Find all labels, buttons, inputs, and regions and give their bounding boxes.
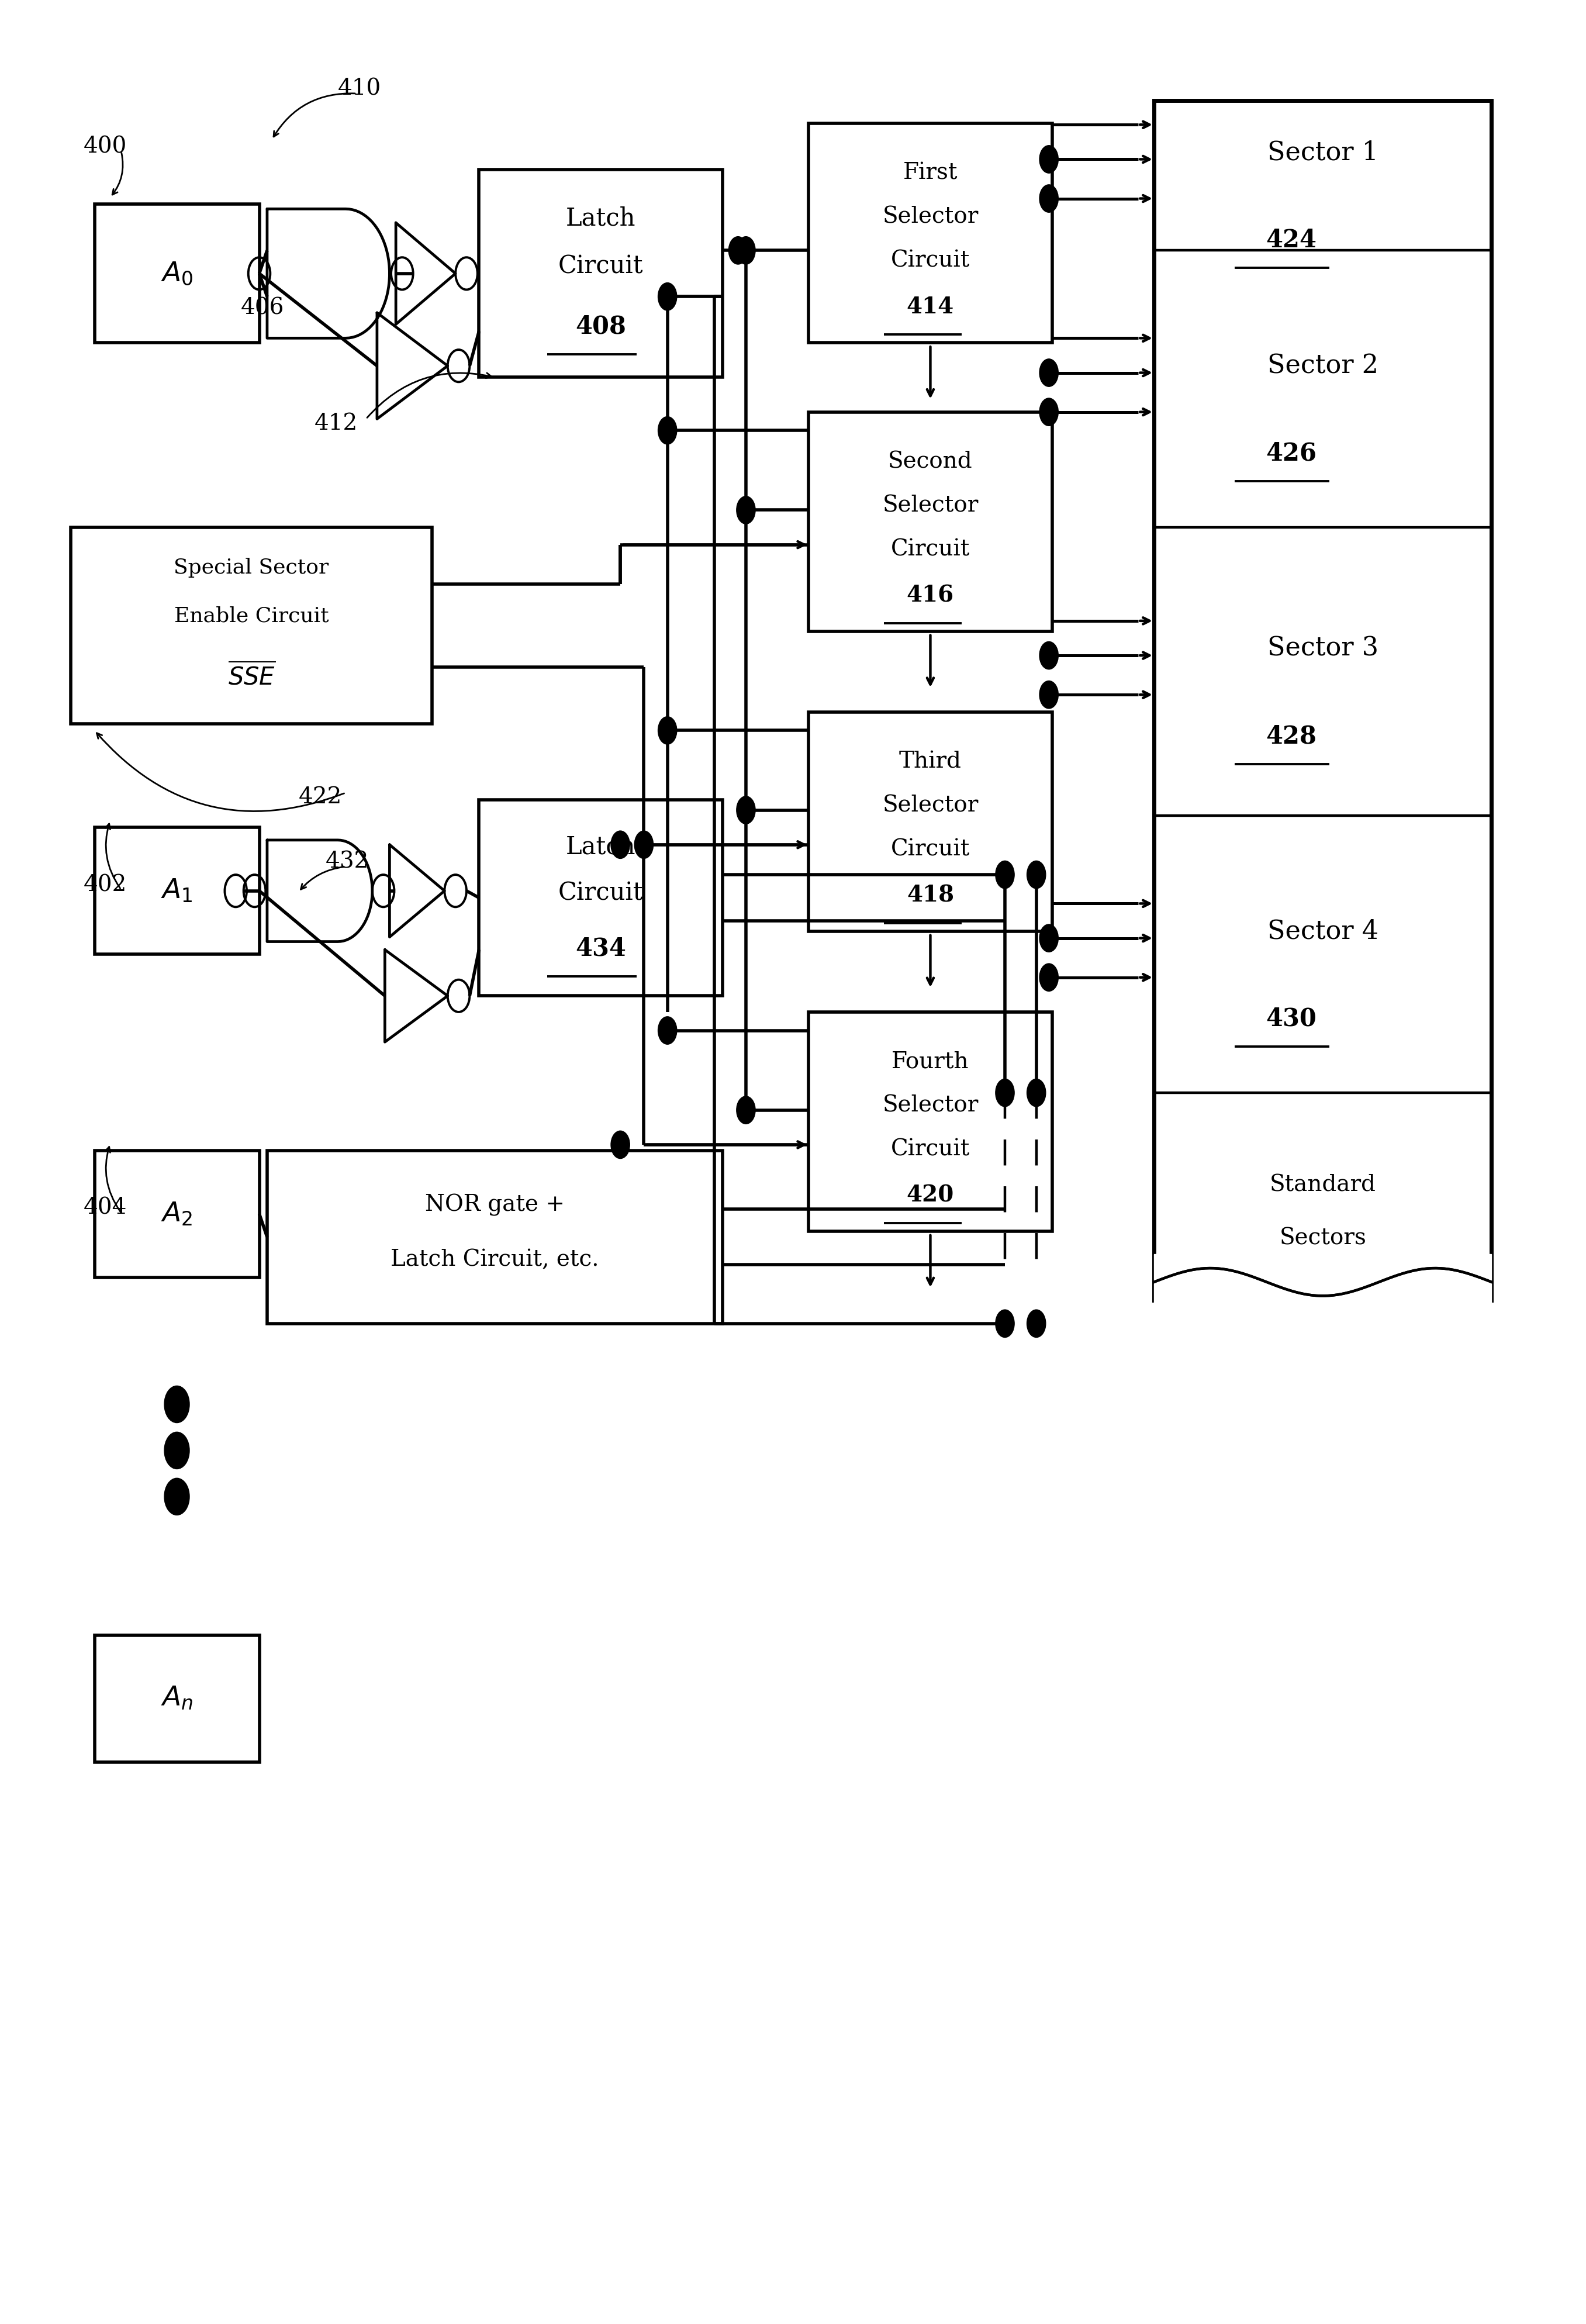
Text: Sector 2: Sector 2 [1267, 353, 1378, 379]
Circle shape [1026, 860, 1045, 888]
Text: 424: 424 [1266, 228, 1316, 253]
Text: $\overline{SSE}$: $\overline{SSE}$ [228, 662, 274, 690]
Text: Latch: Latch [566, 207, 636, 230]
Text: Selector: Selector [882, 495, 979, 516]
Text: Second: Second [888, 451, 972, 472]
Text: $A_1$: $A_1$ [160, 878, 193, 904]
Circle shape [1039, 964, 1058, 992]
Circle shape [1026, 1311, 1045, 1336]
Circle shape [634, 832, 653, 858]
Bar [95, 1150, 259, 1278]
Text: $A_n$: $A_n$ [160, 1685, 193, 1713]
Text: First: First [902, 163, 958, 184]
Circle shape [728, 237, 747, 265]
Circle shape [996, 1311, 1015, 1336]
Text: 428: 428 [1266, 725, 1316, 748]
Circle shape [736, 1097, 755, 1125]
Bar [809, 411, 1052, 632]
Circle shape [658, 416, 677, 444]
Bar [266, 1150, 722, 1325]
Bar [809, 123, 1052, 342]
Text: 416: 416 [907, 583, 955, 607]
Circle shape [165, 1432, 189, 1469]
Bar [1155, 1255, 1491, 1306]
Text: Circuit: Circuit [558, 881, 644, 906]
Text: 412: 412 [314, 414, 357, 435]
Circle shape [658, 716, 677, 744]
Circle shape [996, 860, 1015, 888]
Bar [95, 1636, 259, 1762]
Bar [809, 711, 1052, 932]
Text: 402: 402 [84, 874, 127, 895]
Text: 404: 404 [84, 1197, 127, 1220]
Text: 408: 408 [576, 314, 626, 339]
Text: $A_2$: $A_2$ [160, 1202, 193, 1227]
Text: Standard: Standard [1270, 1174, 1377, 1197]
Circle shape [1039, 681, 1058, 709]
Circle shape [1039, 358, 1058, 386]
Circle shape [658, 1016, 677, 1043]
Text: Third: Third [899, 751, 961, 772]
Text: Selector: Selector [882, 795, 979, 816]
Circle shape [1026, 1078, 1045, 1106]
Text: Circuit: Circuit [558, 253, 644, 279]
Circle shape [611, 1132, 630, 1160]
Text: 420: 420 [907, 1185, 955, 1206]
Circle shape [165, 1385, 189, 1422]
Circle shape [658, 284, 677, 311]
Text: Enable Circuit: Enable Circuit [174, 607, 328, 625]
Text: Selector: Selector [882, 1095, 979, 1116]
Text: Sector 3: Sector 3 [1267, 637, 1378, 660]
Text: 426: 426 [1266, 442, 1316, 465]
Text: 432: 432 [325, 851, 368, 874]
Text: Sector 1: Sector 1 [1267, 139, 1378, 165]
Text: Latch: Latch [566, 834, 636, 860]
Circle shape [736, 797, 755, 825]
Text: 434: 434 [576, 937, 626, 960]
Text: NOR gate +: NOR gate + [425, 1195, 565, 1215]
Text: 414: 414 [907, 295, 955, 318]
Text: 418: 418 [907, 885, 955, 906]
Text: 400: 400 [84, 135, 127, 158]
Circle shape [1039, 397, 1058, 425]
Text: $A_0$: $A_0$ [160, 260, 193, 286]
Circle shape [611, 832, 630, 858]
Text: Latch Circuit, etc.: Latch Circuit, etc. [390, 1250, 600, 1271]
Text: 410: 410 [338, 79, 381, 100]
Text: Sectors: Sectors [1280, 1227, 1366, 1248]
Circle shape [736, 497, 755, 523]
Bar [1155, 100, 1491, 1301]
Bar [479, 170, 722, 376]
Bar [809, 1011, 1052, 1232]
Circle shape [1039, 925, 1058, 953]
Text: Fourth: Fourth [891, 1050, 969, 1071]
Text: Circuit: Circuit [891, 839, 971, 860]
Circle shape [996, 1078, 1015, 1106]
Circle shape [165, 1478, 189, 1515]
Circle shape [1039, 184, 1058, 211]
Circle shape [1039, 641, 1058, 669]
Bar [71, 528, 431, 723]
Text: Sector 4: Sector 4 [1267, 918, 1378, 944]
Text: Circuit: Circuit [891, 251, 971, 272]
Bar [95, 827, 259, 955]
Text: Special Sector: Special Sector [174, 558, 328, 579]
Bar [479, 799, 722, 997]
Text: Selector: Selector [882, 207, 979, 228]
Text: Circuit: Circuit [891, 1139, 971, 1160]
Text: 406: 406 [241, 297, 284, 318]
Bar [95, 205, 259, 342]
Text: 422: 422 [298, 786, 343, 809]
Circle shape [1039, 146, 1058, 172]
Text: Circuit: Circuit [891, 539, 971, 560]
Text: 430: 430 [1266, 1006, 1316, 1032]
Circle shape [736, 237, 755, 265]
